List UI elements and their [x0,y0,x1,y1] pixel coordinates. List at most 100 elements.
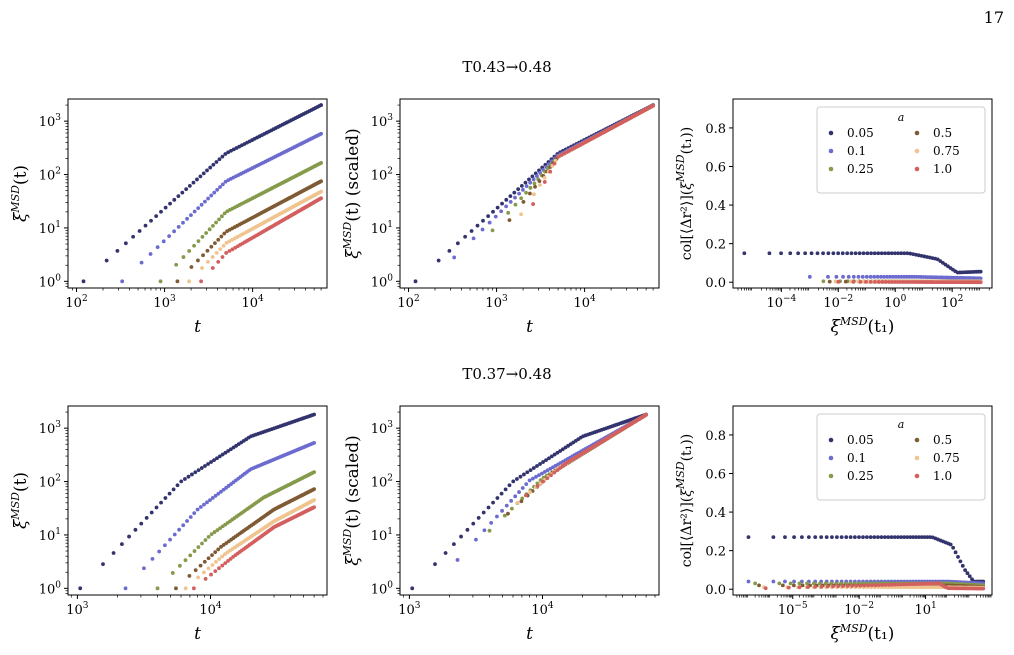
data-point [127,534,131,539]
tick-exponent: −5 [794,601,808,611]
legend-entry-0.1: 0.1 [847,144,866,158]
series-0.05 [410,412,648,591]
y-tick-label: 0.0 [705,276,726,291]
data-point [520,486,525,490]
data-point [896,582,901,587]
data-point [218,185,222,189]
data-point [840,251,845,256]
data-point [806,535,811,540]
data-point [923,585,928,590]
data-point [499,491,504,496]
y-tick-label: 0.6 [705,161,726,176]
tick-exponent: 3 [415,601,421,611]
data-point [806,585,810,589]
data-point [879,251,884,256]
series-0.05 [746,535,986,584]
data-point [559,153,564,157]
data-point [155,245,160,250]
data-point [150,556,155,561]
y-axis-label: ξMSD(t) (scaled) [341,128,363,259]
data-point [916,582,921,586]
data-point [192,243,196,248]
data-point [187,574,192,578]
data-point [224,251,229,255]
tick-exponent: 2 [55,474,61,484]
data-point [525,470,530,475]
legend-title: a [898,418,905,431]
series-0.5 [507,103,656,223]
tick-base: 10 [66,603,83,618]
data-point [154,214,159,219]
data-point [527,177,531,182]
y-tick-label: 101 [39,220,61,237]
tick-base: 10 [371,422,388,437]
tick-base: 10 [39,222,56,237]
x-axis-label: ξMSD(t₁) [831,315,895,337]
data-point [319,161,324,165]
data-point [214,220,218,225]
data-point [227,249,232,253]
data-point [188,553,193,558]
x-tick-label: 103 [398,601,421,618]
data-point [844,535,849,540]
data-point [199,279,203,284]
data-point [908,535,913,540]
data-point [179,479,184,484]
data-point [981,586,986,591]
data-point [811,581,816,586]
label-xi: ξ [679,181,695,190]
data-point [549,473,553,478]
x-axis-label: t [194,317,201,337]
data-point [910,585,915,590]
data-point [139,521,144,526]
data-point [540,471,544,476]
data-point [509,506,514,511]
tick-base: 10 [39,476,56,491]
data-point [213,241,217,245]
data-point [851,279,856,284]
data-point [746,535,751,540]
data-point [815,251,820,256]
data-point [195,177,199,182]
y-tick-label: 103 [39,420,62,437]
data-point [471,521,476,526]
data-points [410,412,648,591]
data-point [907,585,912,590]
data-point [184,187,189,192]
data-point [967,574,972,579]
data-point [210,255,215,259]
data-point [507,218,512,223]
data-point [210,496,215,500]
y-tick-label: 101 [371,220,393,237]
data-point [541,460,545,464]
data-point [508,194,513,199]
data-point [866,583,871,588]
data-point [792,579,796,584]
data-point [882,274,887,279]
data-point [524,482,529,487]
data-point [953,550,958,555]
data-point [155,586,160,591]
data-point [459,534,463,539]
data-point [800,583,805,588]
data-point [893,251,897,256]
data-point [217,566,221,571]
label-xi: ξ [11,211,31,222]
data-point [892,280,897,284]
data-point [531,202,535,206]
data-point [839,535,844,540]
data-point [876,535,880,540]
data-point [534,474,538,479]
tick-base: 10 [371,169,388,184]
tick-exponent: 0 [55,580,61,590]
tick-base: 10 [884,296,901,311]
data-point [887,582,891,587]
data-point [868,535,873,540]
label-rest: (t₁) [868,624,895,644]
data-point [198,563,203,568]
x-axis-label: t [194,624,201,644]
data-point [185,216,189,221]
data-point [519,499,524,504]
data-point [226,559,230,563]
data-point [137,229,142,233]
